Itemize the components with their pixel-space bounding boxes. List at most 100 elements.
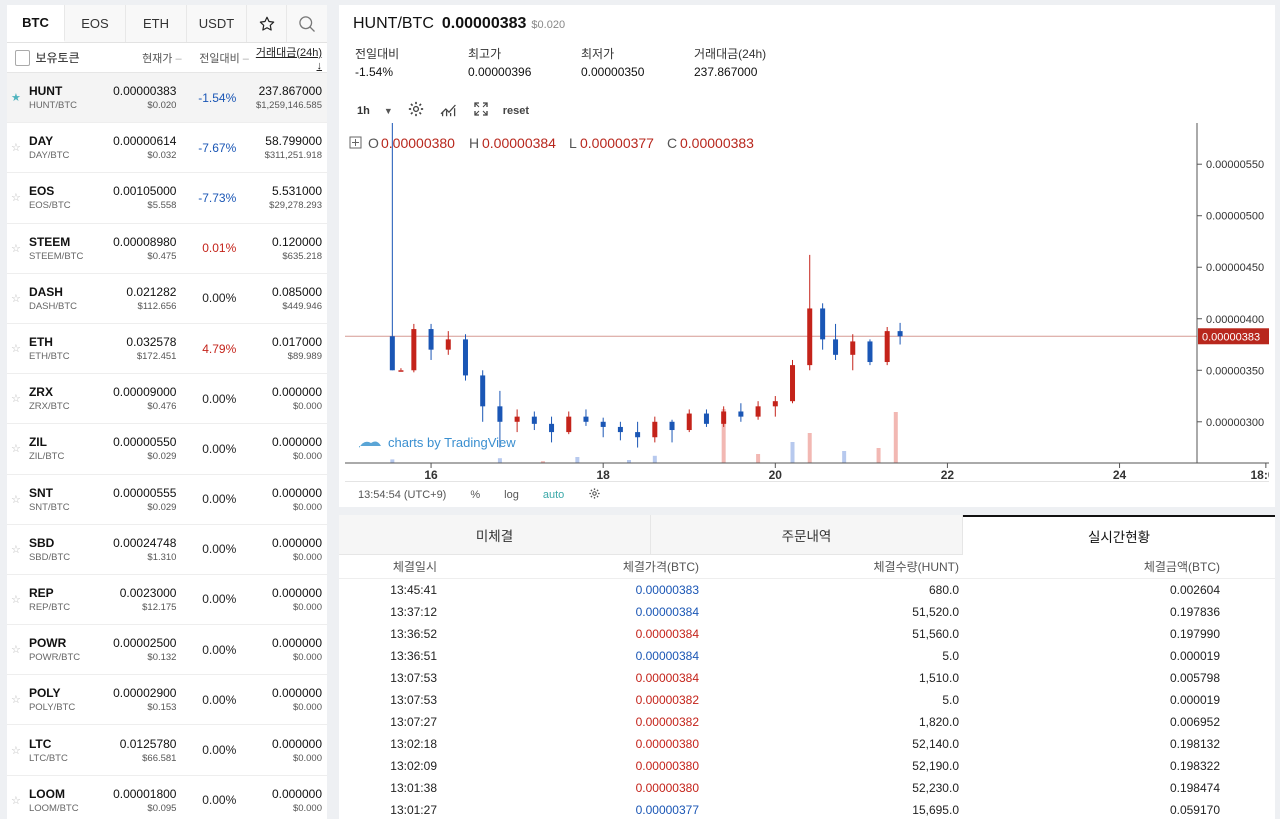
tab-usdt[interactable]: USDT [187,5,247,42]
market-row[interactable]: ☆ POLY POLY/BTC 0.00002900 $0.153 0.00% 0.0000… [7,675,327,726]
sort-change[interactable]: 전일대비 – [199,52,249,65]
candle-body [531,416,537,424]
market-row[interactable]: ☆ DAY DAY/BTC 0.00000614 $0.032 -7.67% 58.7990… [7,123,327,174]
market-change: -1.54% [198,90,237,105]
market-row[interactable]: ☆ ZRX ZRX/BTC 0.00009000 $0.476 0.00% 0.000000… [7,374,327,425]
favorite-star-icon[interactable]: ☆ [11,593,21,606]
favorite-star-icon[interactable]: ☆ [11,543,21,556]
fullscreen-icon[interactable] [473,101,489,120]
chart-panel: HUNT/BTC 0.00000383 $0.020 전일대비 -1.54% 최… [339,5,1275,507]
ohlc-o: 0.00000380 [381,135,455,151]
candle-body [428,329,434,350]
sort-price[interactable]: 현재가 – [142,52,182,65]
favorite-star-icon[interactable]: ☆ [11,694,21,707]
settings-icon[interactable] [407,100,425,121]
market-row[interactable]: ☆ POWR POWR/BTC 0.00002500 $0.132 0.00% 0.0000… [7,625,327,676]
tab-eos[interactable]: EOS [65,5,126,42]
favorite-star-icon[interactable]: ☆ [11,794,21,807]
favorite-star-icon[interactable]: ☆ [11,443,21,456]
search-button[interactable] [287,5,327,42]
candle-body [462,339,468,376]
candle-body [721,411,727,424]
candle-body [635,432,641,438]
tab-order-history[interactable]: 주문내역 [651,515,963,555]
market-row[interactable]: ☆ ZIL ZIL/BTC 0.00000550 $0.029 0.00% 0.000000… [7,424,327,475]
market-name: DASH DASH/BTC [28,284,77,312]
market-price: 0.00000383 $0.020 [113,84,177,112]
candle-body [738,411,744,417]
market-price: 0.00002500 $0.132 [113,636,177,664]
interval-select[interactable]: 1h [357,104,370,117]
tab-btc[interactable]: BTC [7,5,65,42]
search-icon [299,15,315,32]
market-volume: 0.000000 $0.000 [271,636,322,664]
candle-body [389,336,395,371]
market-row[interactable]: ☆ SNT SNT/BTC 0.00000555 $0.029 0.00% 0.000000… [7,475,327,525]
favorite-star-icon[interactable]: ☆ [11,292,21,305]
market-volume: 0.000000 $0.000 [271,535,322,563]
auto-toggle[interactable]: auto [542,488,565,501]
favorite-star-icon[interactable]: ☆ [11,744,21,757]
tab-live-trades[interactable]: 실시간현황 [963,515,1275,555]
interval-caret-icon[interactable]: ▼ [383,105,393,116]
candle-body [398,370,404,372]
market-row[interactable]: ☆ ETH ETH/BTC 0.032578 $172.451 4.79% 0.017000… [7,324,327,375]
y-tick-label: 0.00000450 [1206,262,1264,274]
chart-time: 13:54:54 (UTC+9) [358,488,447,501]
tradingview-brand[interactable]: charts by TradingView [359,435,516,450]
reset-button[interactable]: reset [502,104,530,117]
favorites-button[interactable] [247,5,287,42]
trade-row: 13:36:51 0.00000384 5.0 0.000019 [390,649,1220,663]
volume-bar [497,458,502,463]
candle-body [652,421,658,438]
volume-bar [652,455,657,463]
favorite-star-icon[interactable]: ☆ [11,242,21,255]
favorite-star-icon[interactable]: ☆ [11,343,21,356]
market-row[interactable]: ☆ EOS EOS/BTC 0.00105000 $5.558 -7.73% 5.53100… [7,173,327,224]
candle-body [772,401,778,407]
scale-settings-icon[interactable] [588,487,601,503]
market-price: 0.032578 $172.451 [126,335,177,363]
trade-row: 13:07:27 0.00000382 1,820.0 0.006952 [390,715,1220,729]
market-row[interactable]: ☆ STEEM STEEM/BTC 0.00008980 $0.475 0.01% 0.12… [7,224,327,274]
market-change: 0.00% [202,391,237,406]
market-row[interactable]: ☆ LOOM LOOM/BTC 0.00001800 $0.095 0.00% 0.0000… [7,776,327,819]
y-tick-label: 0.00000400 [1206,314,1264,326]
favorite-star-icon[interactable]: ★ [11,92,21,105]
market-row[interactable]: ☆ REP REP/BTC 0.0023000 $12.175 0.00% 0.000000… [7,575,327,626]
market-price: 0.00000555 $0.029 [113,485,177,513]
indicators-icon[interactable] [439,101,459,120]
market-price: 0.00009000 $0.476 [113,385,177,413]
holding-label: 보유토큰 [35,51,80,65]
trade-row: 13:37:12 0.00000384 51,520.0 0.197836 [390,605,1220,619]
volume-bar [627,460,631,463]
market-row[interactable]: ★ HUNT HUNT/BTC 0.00000383 $0.020 -1.54% 237.8… [7,73,327,124]
market-row[interactable]: ☆ SBD SBD/BTC 0.00024748 $1.310 0.00% 0.000000… [7,525,327,575]
favorite-star-icon[interactable]: ☆ [11,493,21,506]
tab-open-orders[interactable]: 미체결 [339,515,651,555]
market-row[interactable]: ☆ DASH DASH/BTC 0.021282 $112.656 0.00% 0.0850… [7,274,327,324]
trades-list: 13:45:41 0.00000383 680.0 0.002604 13:37:12 0… [339,579,1275,819]
x-tick-label: 24 [1113,468,1127,482]
favorite-star-icon[interactable]: ☆ [11,644,21,657]
price-chart[interactable]: 0.00000550 0.00000500 0.00000450 0.00000400… [345,123,1269,483]
market-change: 0.00% [202,542,237,557]
legend-toggle-icon[interactable] [349,136,362,149]
holding-checkbox[interactable] [15,49,31,66]
favorite-star-icon[interactable]: ☆ [11,142,21,155]
tab-eth[interactable]: ETH [126,5,187,42]
candle-body [497,406,503,422]
percent-toggle[interactable]: % [470,488,481,501]
chart-footer: 13:54:54 (UTC+9) % log auto [345,481,1269,507]
candle-body [807,308,813,366]
favorite-star-icon[interactable]: ☆ [11,393,21,406]
favorite-star-icon[interactable]: ☆ [11,192,21,205]
volume-bar [756,454,761,463]
log-toggle[interactable]: log [504,488,519,501]
y-tick-label: 0.00000300 [1206,417,1264,429]
market-row[interactable]: ☆ LTC LTC/BTC 0.0125780 $66.581 0.00% 0.000000… [7,725,327,776]
chart-toolbar: 1h ▼ reset [357,100,543,121]
market-column-header: 보유토큰 현재가 – 전일대비 – 거래대금(24h) ↓ [7,43,327,73]
market-name: ETH ETH/BTC [28,335,70,363]
sort-volume[interactable]: 거래대금(24h) ↓ [255,46,323,72]
